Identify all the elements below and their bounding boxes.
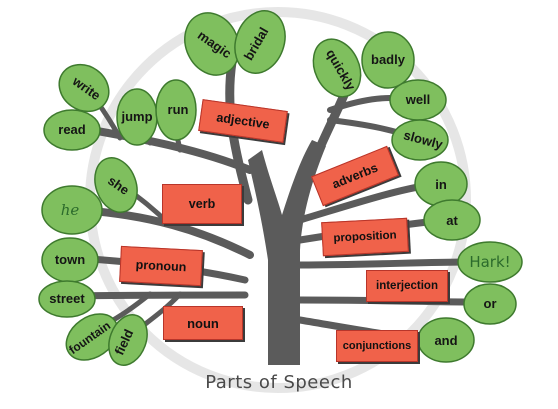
leaf-word-run: run — [168, 102, 189, 117]
trunk — [248, 140, 326, 365]
leaf-he — [41, 185, 103, 235]
leaf-word-and: and — [434, 333, 457, 348]
label-noun: noun — [163, 306, 243, 340]
leaf-word-he: he — [61, 201, 80, 219]
leaf-word-well: well — [405, 92, 431, 107]
leaf-write — [58, 63, 110, 113]
label-interjection: interjection — [366, 270, 448, 302]
label-verb: verb — [162, 184, 242, 224]
leaf-and — [417, 317, 475, 363]
leaf-bridal — [234, 10, 286, 74]
leaf-word-at: at — [446, 213, 458, 228]
leaves — [38, 10, 523, 366]
leaf-read — [43, 109, 101, 151]
diagram-title: Parts of Speech — [205, 372, 353, 393]
leaf-slowly — [391, 119, 449, 161]
leaf-fountain — [65, 313, 119, 361]
leaf-magic — [184, 12, 240, 76]
leaf-word-street: street — [49, 291, 85, 306]
leaf-or — [463, 283, 517, 325]
leaf-she — [94, 157, 138, 213]
leaf-word-town: town — [55, 252, 85, 267]
leaf-word-badly: badly — [371, 52, 406, 67]
leaf-run — [155, 79, 197, 141]
leaf-at — [423, 199, 481, 241]
label-pronoun: pronoun — [119, 245, 203, 287]
label-proposition: proposition — [321, 217, 409, 257]
leaf-quickly — [312, 38, 362, 98]
leaf-badly — [361, 31, 415, 89]
leaf-field — [108, 314, 148, 366]
label-conjunctions: conjunctions — [336, 330, 418, 362]
leaf-word-read: read — [58, 122, 86, 137]
leaf-word-in: in — [435, 177, 447, 192]
leaf-hark — [457, 241, 523, 283]
leaf-word-jump: jump — [120, 109, 152, 124]
leaf-word-or: or — [484, 296, 497, 311]
leaf-street — [38, 280, 96, 318]
leaf-word-hark: Hark! — [469, 253, 510, 271]
